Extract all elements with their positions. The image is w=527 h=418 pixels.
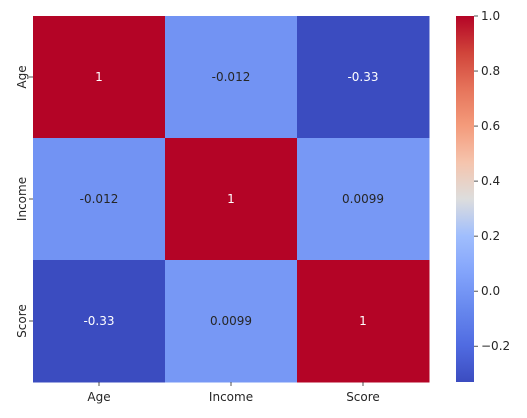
colorbar-tick-label: 0.2	[481, 229, 500, 243]
heatmap-cell	[165, 260, 298, 383]
x-axis: Age Income Score	[87, 382, 380, 404]
heatmap-cell	[165, 138, 298, 261]
x-tick-label: Score	[346, 390, 380, 404]
colorbar-tick-label: 1.0	[481, 9, 500, 23]
heatmap-cell	[165, 16, 298, 139]
colorbar-tick-label: 0.4	[481, 174, 500, 188]
heatmap-cell-label: -0.012	[80, 192, 119, 206]
heatmap-cell-label: 0.0099	[210, 314, 252, 328]
heatmap-cell-label: -0.33	[83, 314, 114, 328]
heatmap-cell-labels: 1 -0.012 -0.33 -0.012 1 0.0099 -0.33 0.0099 1	[80, 70, 384, 328]
heatmap-cell-label: 1	[95, 70, 103, 84]
y-tick-label: Score	[15, 304, 29, 338]
heatmap-cell	[297, 16, 430, 139]
heatmap-cell-label: -0.012	[212, 70, 251, 84]
y-tick-label: Income	[15, 177, 29, 221]
colorbar: 1.0 0.8 0.6 0.4 0.2 0.0 −0.2	[456, 9, 510, 382]
colorbar-tick-label: 0.0	[481, 284, 500, 298]
x-tick-label: Income	[209, 390, 253, 404]
heatmap-cell	[297, 260, 430, 383]
heatmap-cell	[33, 16, 166, 139]
heatmap-cell-label: 0.0099	[342, 192, 384, 206]
heatmap-cells	[33, 16, 430, 383]
x-tick-label: Age	[87, 390, 110, 404]
colorbar-tick-label: −0.2	[481, 339, 510, 353]
heatmap-cell-label: 1	[359, 314, 367, 328]
heatmap-cell-label: -0.33	[347, 70, 378, 84]
colorbar-tick-label: 0.6	[481, 119, 500, 133]
colorbar-tick-label: 0.8	[481, 64, 500, 78]
heatmap-cell	[297, 138, 430, 261]
heatmap-cell	[33, 138, 166, 261]
y-tick-label: Age	[15, 65, 29, 88]
colorbar-gradient	[456, 16, 474, 382]
y-axis: Age Income Score	[15, 65, 33, 338]
heatmap-cell-label: 1	[227, 192, 235, 206]
heatmap-cell	[33, 260, 166, 383]
